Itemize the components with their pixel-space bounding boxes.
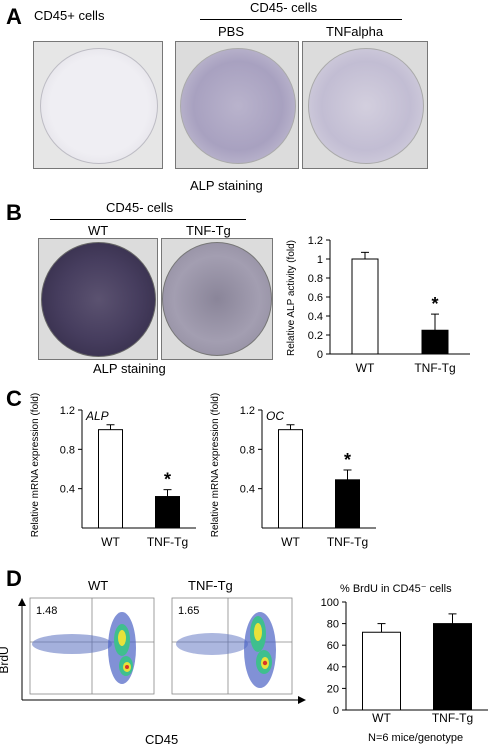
bar-wt: [278, 429, 303, 529]
flow-wt-label: WT: [88, 578, 109, 593]
chart-subtitle: % BrdU in CD45⁻ cells: [340, 583, 452, 595]
flow-tnftg-percent: 1.65: [178, 605, 199, 617]
chart-subtitle: OC: [266, 409, 284, 423]
flow-tnftg-label: TNF-Tg: [188, 578, 233, 593]
flow-x-arrow: [298, 696, 306, 704]
y-tick-label: 60: [327, 640, 339, 652]
flow-y-axis-label: BrdU: [0, 646, 11, 673]
flow-x-axis-label: CD45: [145, 732, 179, 747]
chart-d: 0 20 40 60 80 100 WT TNF-Tg % BrdU in CD45⁻ cell…: [321, 583, 488, 725]
y-tick-label: 0.8: [240, 444, 255, 456]
x-tick-label: TNF-Tg: [432, 711, 473, 725]
y-tick-label: 0.2: [308, 330, 323, 342]
label-tnftg-dish: TNF-Tg: [186, 223, 231, 238]
panel-b-letter: B: [6, 200, 22, 225]
y-tick-label: 0.4: [308, 311, 323, 323]
bar-wt: [98, 429, 123, 529]
significance-star: *: [431, 294, 438, 314]
x-tick-label: WT: [356, 361, 375, 375]
y-tick-label: 0: [333, 705, 339, 717]
y-tick-label: 20: [327, 683, 339, 695]
y-tick-label: 80: [327, 619, 339, 631]
label-pbs: PBS: [218, 24, 245, 39]
bar-wt: [362, 631, 401, 711]
y-tick-label: 0.6: [308, 292, 323, 304]
dish-wt: [38, 238, 158, 360]
chart-b-ylabel: Relative ALP activity (fold): [286, 240, 297, 356]
chart-c2-ylabel: Relative mRNA expression (fold): [210, 393, 221, 538]
flow-y-arrow: [18, 598, 26, 606]
y-tick-label: 0.8: [308, 273, 323, 285]
caption-a: ALP staining: [190, 178, 263, 193]
x-tick-label: TNF-Tg: [327, 535, 368, 549]
label-cd45-negative-group: CD45- cells: [250, 0, 318, 15]
x-tick-label: WT: [281, 535, 300, 549]
panel-d-letter: D: [6, 566, 22, 591]
label-tnfalpha: TNFalpha: [326, 24, 384, 39]
dish-cd45-positive: [33, 41, 163, 169]
bar-tnf-tg: [155, 496, 180, 529]
y-tick-label: 1: [317, 254, 323, 266]
chart-c1: Relative mRNA expression (fold) 0.4 0.8 1.…: [30, 393, 196, 549]
y-tick-label: 0.8: [60, 444, 75, 456]
y-tick-label: 1.2: [308, 235, 323, 247]
chart-b: Relative ALP activity (fold) 00.20.40.60…: [286, 235, 470, 375]
dish-tnftg: [161, 238, 273, 360]
dish-pbs: [175, 41, 299, 169]
chart-c2-body: 0.4 0.8 1.2 WT TNF-Tg * OC: [240, 405, 376, 549]
label-cd45-negative-b: CD45- cells: [106, 200, 174, 215]
chart-c2: Relative mRNA expression (fold) 0.4 0.8 1.…: [210, 393, 376, 549]
y-tick-label: 100: [321, 597, 339, 609]
chart-subtitle: ALP: [85, 409, 109, 423]
chart-c1-body: 0.4 0.8 1.2 WT TNF-Tg * ALP: [60, 405, 196, 549]
x-tick-label: WT: [101, 535, 120, 549]
bar-wt: [351, 258, 379, 355]
bar-tnf-tg: [433, 623, 472, 711]
y-tick-label: 0.4: [240, 484, 255, 496]
bar-tnf-tg: [421, 329, 449, 355]
x-tick-label: WT: [372, 711, 391, 725]
flow-plot-wt: 1.48: [29, 597, 155, 695]
chart-d-footnote: N=6 mice/genotype: [368, 732, 464, 744]
chart-c1-ylabel: Relative mRNA expression (fold): [30, 393, 41, 538]
label-cd45-positive: CD45+ cells: [34, 8, 105, 23]
bar-tnf-tg: [335, 479, 360, 529]
flow-wt-percent: 1.48: [36, 605, 57, 617]
x-tick-label: TNF-Tg: [147, 535, 188, 549]
x-tick-label: TNF-Tg: [414, 361, 455, 375]
chart-d-body: 0 20 40 60 80 100 WT TNF-Tg % BrdU in CD45⁻ cell…: [321, 583, 488, 725]
panel-a-letter: A: [6, 4, 22, 29]
panel-c-letter: C: [6, 386, 22, 411]
caption-b: ALP staining: [93, 361, 166, 376]
y-tick-label: 40: [327, 662, 339, 674]
chart-b-body: 0 0.2 0.4 0.6 0.8 1 1.2 WT TNF-Tg *: [308, 235, 470, 375]
significance-star: *: [164, 470, 171, 490]
group-bracket-b: [50, 219, 246, 220]
y-tick-label: 1.2: [60, 405, 75, 417]
flow-plots: BrdU 1.48 1.65: [0, 597, 306, 704]
label-wt-dish: WT: [88, 223, 109, 238]
y-tick-label: 0.4: [60, 484, 75, 496]
flow-plot-tnftg: 1.65: [171, 597, 293, 695]
y-tick-label: 0: [317, 349, 323, 361]
dish-tnfalpha: [302, 41, 428, 169]
y-tick-label: 1.2: [240, 405, 255, 417]
group-bracket-a: [200, 19, 402, 20]
significance-star: *: [344, 450, 351, 470]
